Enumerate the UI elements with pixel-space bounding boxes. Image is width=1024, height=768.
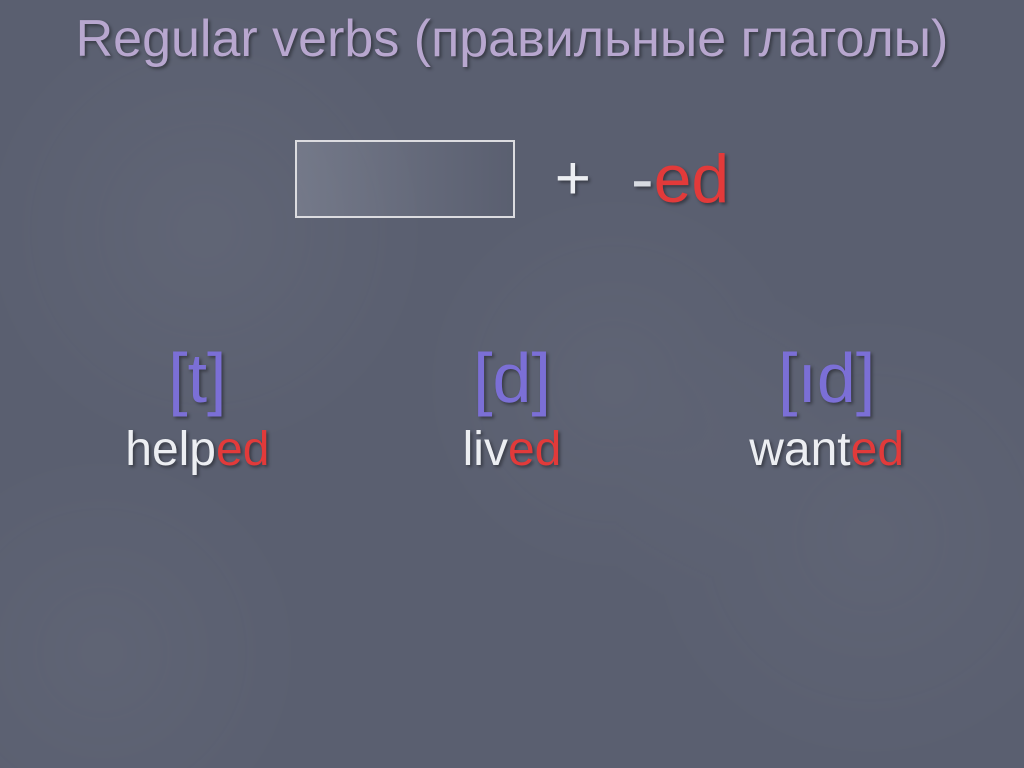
sound-symbol: [ıd]	[677, 338, 977, 418]
suffix-text: ed	[654, 141, 730, 217]
example-stem: liv	[463, 423, 508, 476]
example-stem: want	[749, 423, 850, 476]
suffix-dash: -	[631, 141, 654, 217]
ed-suffix: -ed	[631, 140, 729, 218]
example-ending: ed	[508, 423, 561, 476]
slide: Regular verbs (правильные глаголы) + -ed…	[0, 0, 1024, 768]
slide-title: Regular verbs (правильные глаголы)	[62, 10, 962, 70]
verb-placeholder-box	[295, 140, 515, 218]
example-ending: ed	[851, 423, 904, 476]
formula-row: + -ed	[0, 140, 1024, 218]
example-word: lived	[362, 422, 662, 477]
example-stem: help	[125, 423, 216, 476]
sound-column-id: [ıd] wanted	[677, 338, 977, 477]
example-ending: ed	[216, 423, 269, 476]
sound-column-t: [t] helped	[47, 338, 347, 477]
sound-symbol: [t]	[47, 338, 347, 418]
example-word: helped	[47, 422, 347, 477]
plus-sign: +	[555, 143, 591, 214]
pronunciation-row: [t] helped [d] lived [ıd] wanted	[0, 338, 1024, 477]
example-word: wanted	[677, 422, 977, 477]
sound-symbol: [d]	[362, 338, 662, 418]
sound-column-d: [d] lived	[362, 338, 662, 477]
